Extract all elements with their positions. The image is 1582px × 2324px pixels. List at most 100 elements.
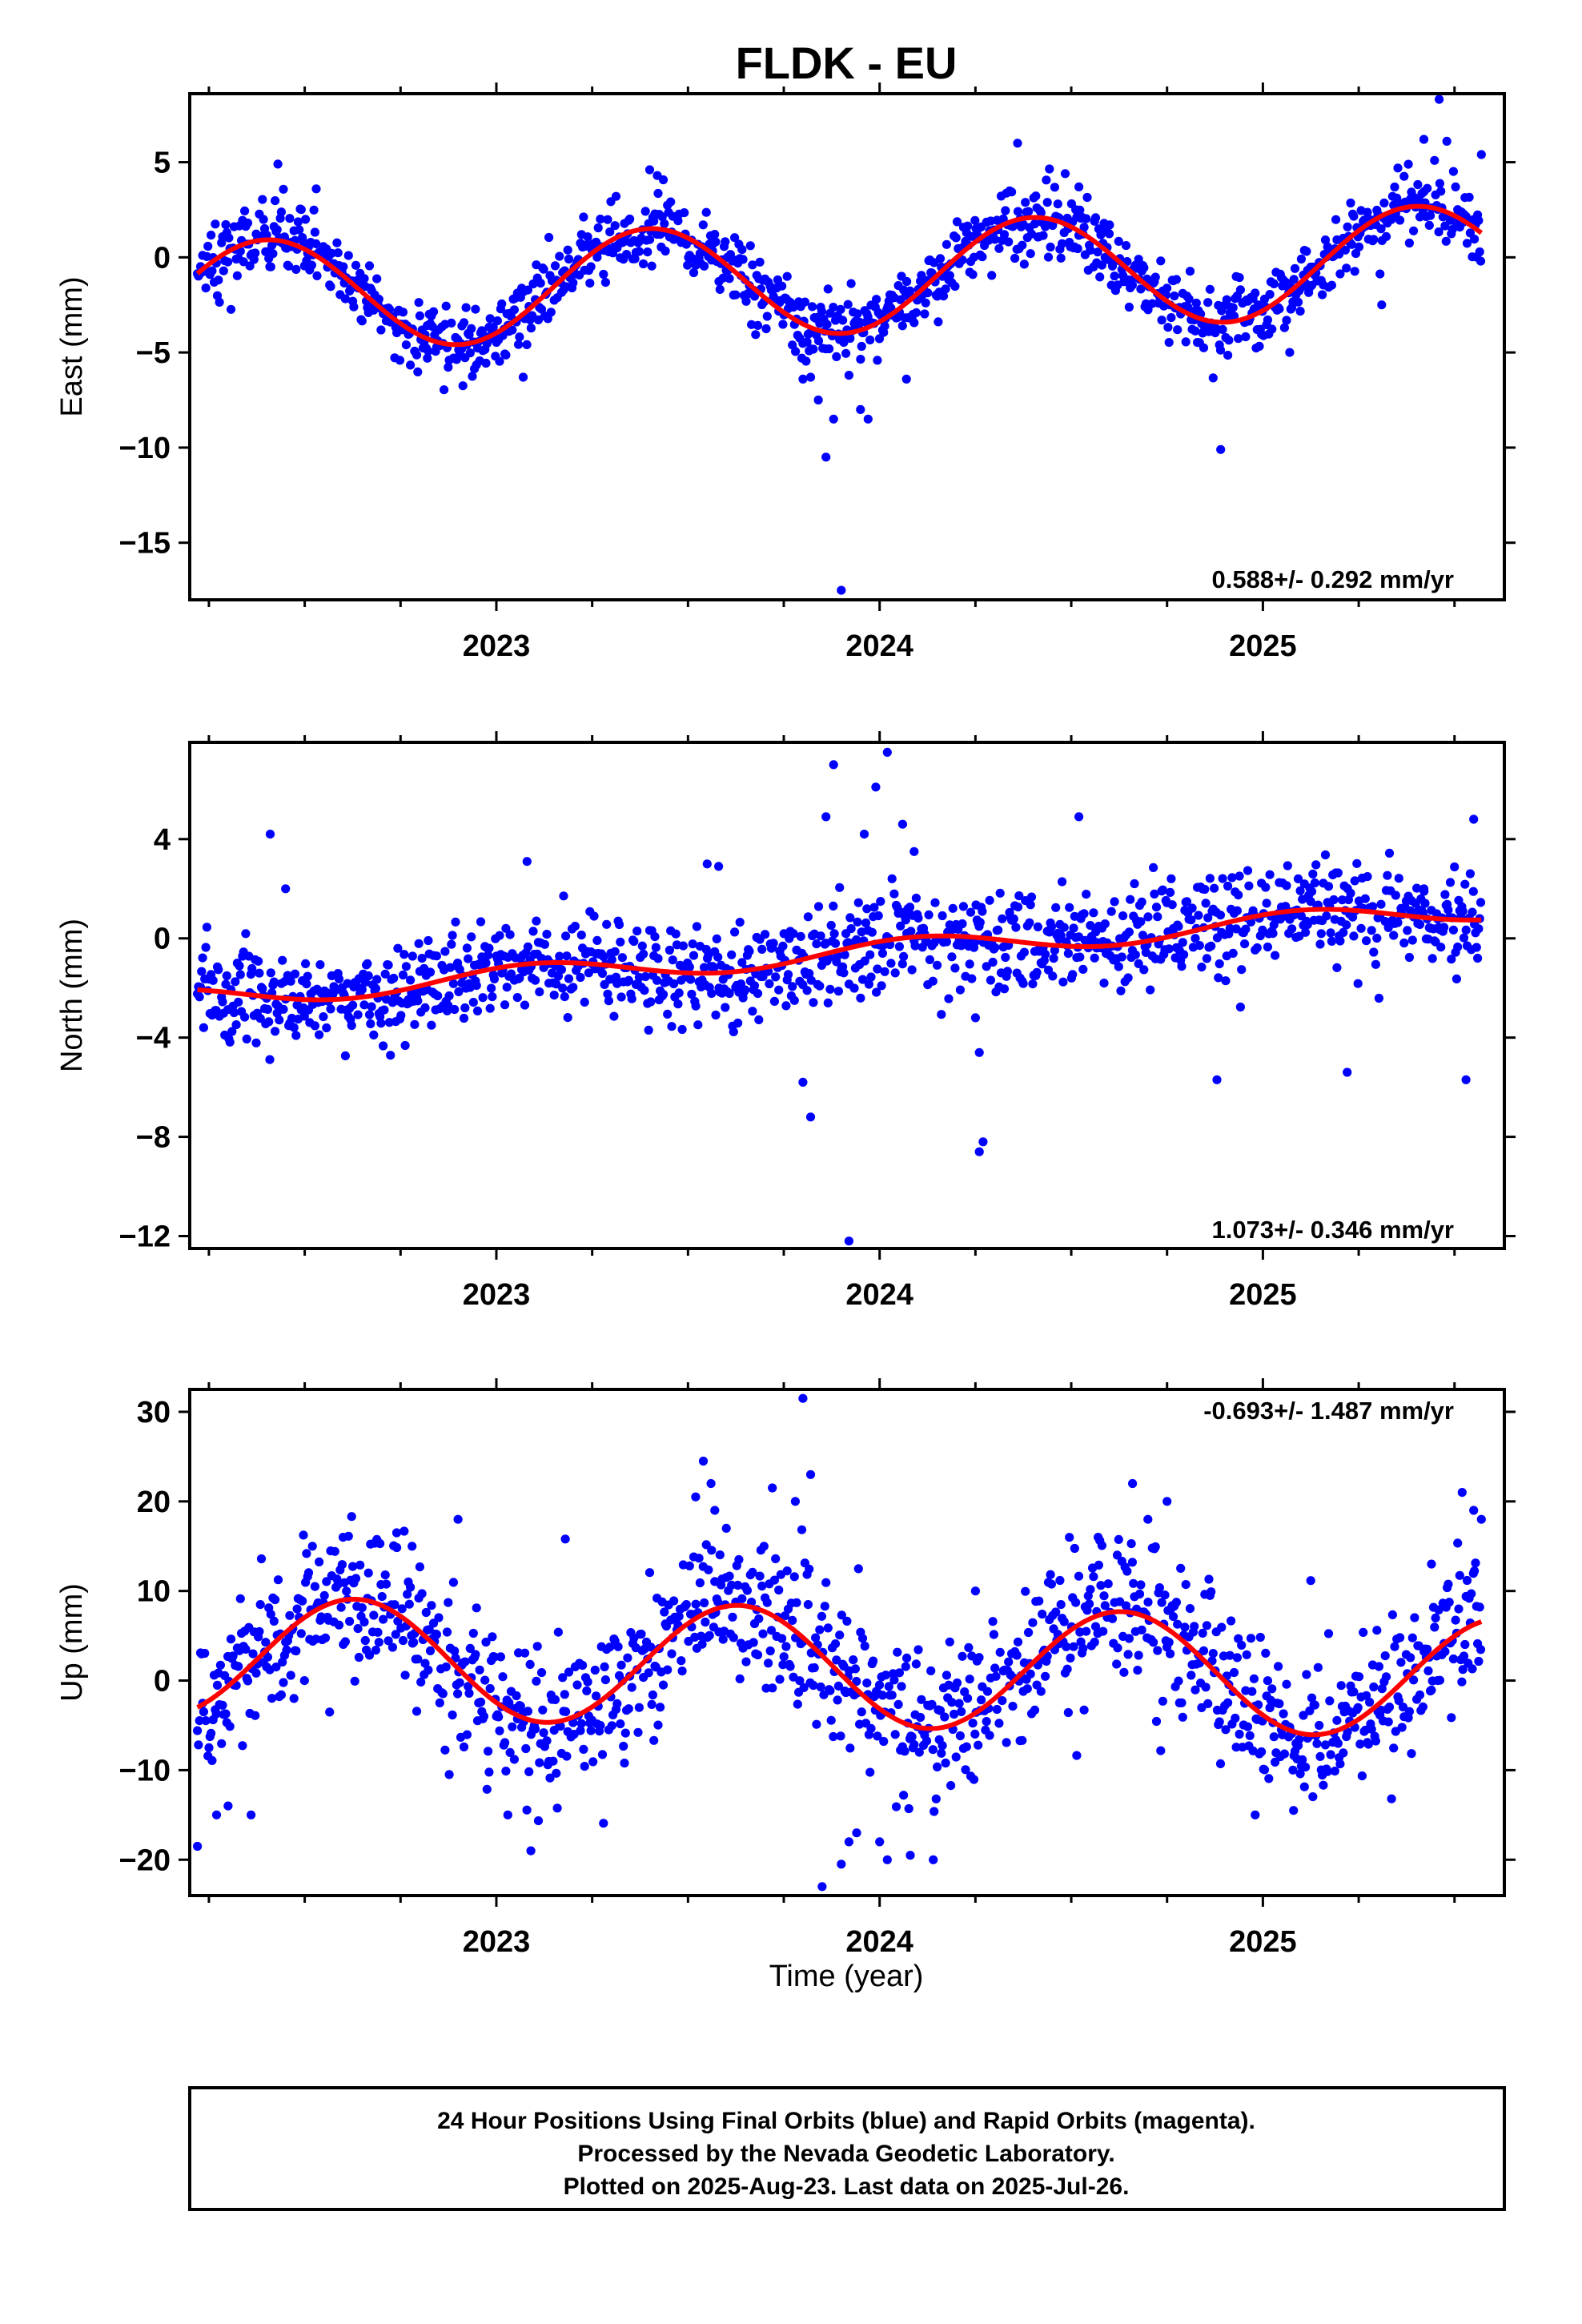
outlier-point (408, 1542, 417, 1551)
data-point (532, 916, 541, 926)
data-point (649, 1735, 659, 1745)
data-point (970, 1729, 980, 1739)
outlier-point (1419, 135, 1429, 144)
data-point (862, 1679, 872, 1688)
data-point (1424, 220, 1434, 230)
data-point (833, 1695, 842, 1705)
data-point (737, 245, 747, 255)
data-point (920, 309, 930, 319)
data-point (681, 1600, 691, 1610)
data-point (583, 1677, 592, 1687)
data-point (707, 1546, 717, 1555)
data-point (817, 307, 826, 316)
data-point (564, 1667, 574, 1677)
data-point (967, 974, 977, 983)
data-point (1470, 1566, 1480, 1576)
data-point (235, 961, 244, 971)
data-point (677, 1656, 686, 1666)
data-point (267, 240, 277, 250)
data-point (1033, 922, 1042, 931)
data-point (1153, 912, 1162, 922)
data-point (201, 1716, 211, 1726)
data-point (1343, 222, 1352, 231)
data-point (985, 895, 994, 905)
data-point (1181, 337, 1191, 347)
data-point (897, 959, 907, 969)
y-tick-label: −8 (136, 1121, 171, 1155)
data-point (535, 1758, 544, 1767)
data-point (390, 1600, 400, 1610)
data-point (1149, 1638, 1158, 1647)
data-point (1089, 908, 1098, 918)
data-point (816, 1682, 825, 1692)
data-point (415, 311, 425, 320)
data-point (1375, 269, 1385, 279)
data-point (935, 1706, 946, 1715)
data-point (1367, 902, 1378, 911)
data-point (266, 968, 275, 978)
data-point (1153, 1646, 1162, 1655)
data-point (1448, 1654, 1458, 1664)
data-point (795, 1676, 805, 1686)
data-point (867, 927, 877, 937)
data-point (877, 948, 887, 958)
data-point (468, 372, 477, 381)
data-point (1412, 883, 1422, 893)
data-point (1234, 891, 1243, 900)
data-point (432, 951, 442, 961)
data-point (813, 902, 824, 911)
data-point (514, 340, 524, 349)
outlier-point (829, 760, 838, 770)
data-point (771, 972, 781, 982)
data-point (1004, 1657, 1014, 1667)
outlier-point (503, 1810, 512, 1819)
data-point (1210, 883, 1219, 893)
data-point (348, 1562, 358, 1571)
data-point (906, 927, 916, 936)
data-point (271, 1663, 281, 1672)
data-point (704, 1565, 713, 1574)
data-point (1074, 1571, 1084, 1581)
data-point (481, 1637, 491, 1647)
data-point (1315, 1751, 1325, 1761)
data-point (853, 898, 863, 907)
outlier-point (871, 782, 881, 792)
data-point (1127, 280, 1137, 290)
data-point (942, 239, 951, 249)
data-point (1329, 895, 1339, 905)
data-point (531, 975, 540, 985)
data-point (485, 1003, 495, 1013)
data-point (853, 917, 862, 927)
data-point (1180, 1622, 1190, 1632)
data-point (691, 1001, 701, 1011)
data-point (660, 219, 669, 228)
data-point (1157, 316, 1166, 325)
data-point (637, 941, 647, 951)
data-point (1259, 1765, 1270, 1775)
data-point (391, 1630, 400, 1639)
data-point (1026, 1669, 1035, 1679)
data-point (387, 1642, 397, 1652)
data-point (1041, 950, 1050, 959)
data-point (1136, 1580, 1146, 1590)
data-point (1363, 872, 1372, 882)
data-point (924, 910, 934, 919)
data-point (1330, 1767, 1339, 1776)
data-point (1353, 1703, 1363, 1712)
y-tick-label: 20 (137, 1486, 171, 1519)
data-point (340, 294, 350, 304)
data-point (1404, 952, 1414, 963)
rate-label: 1.073+/- 0.346 mm/yr (1212, 1216, 1454, 1244)
data-point (921, 298, 930, 308)
data-point (337, 1560, 347, 1570)
data-point (1154, 1583, 1164, 1593)
data-point (660, 1607, 669, 1617)
data-point (1355, 1739, 1365, 1749)
outlier-point (706, 1478, 716, 1489)
data-point (901, 915, 910, 925)
data-point (614, 919, 624, 930)
data-point (965, 959, 974, 969)
data-point (680, 208, 689, 218)
data-point (1042, 198, 1052, 207)
data-point (539, 264, 548, 274)
